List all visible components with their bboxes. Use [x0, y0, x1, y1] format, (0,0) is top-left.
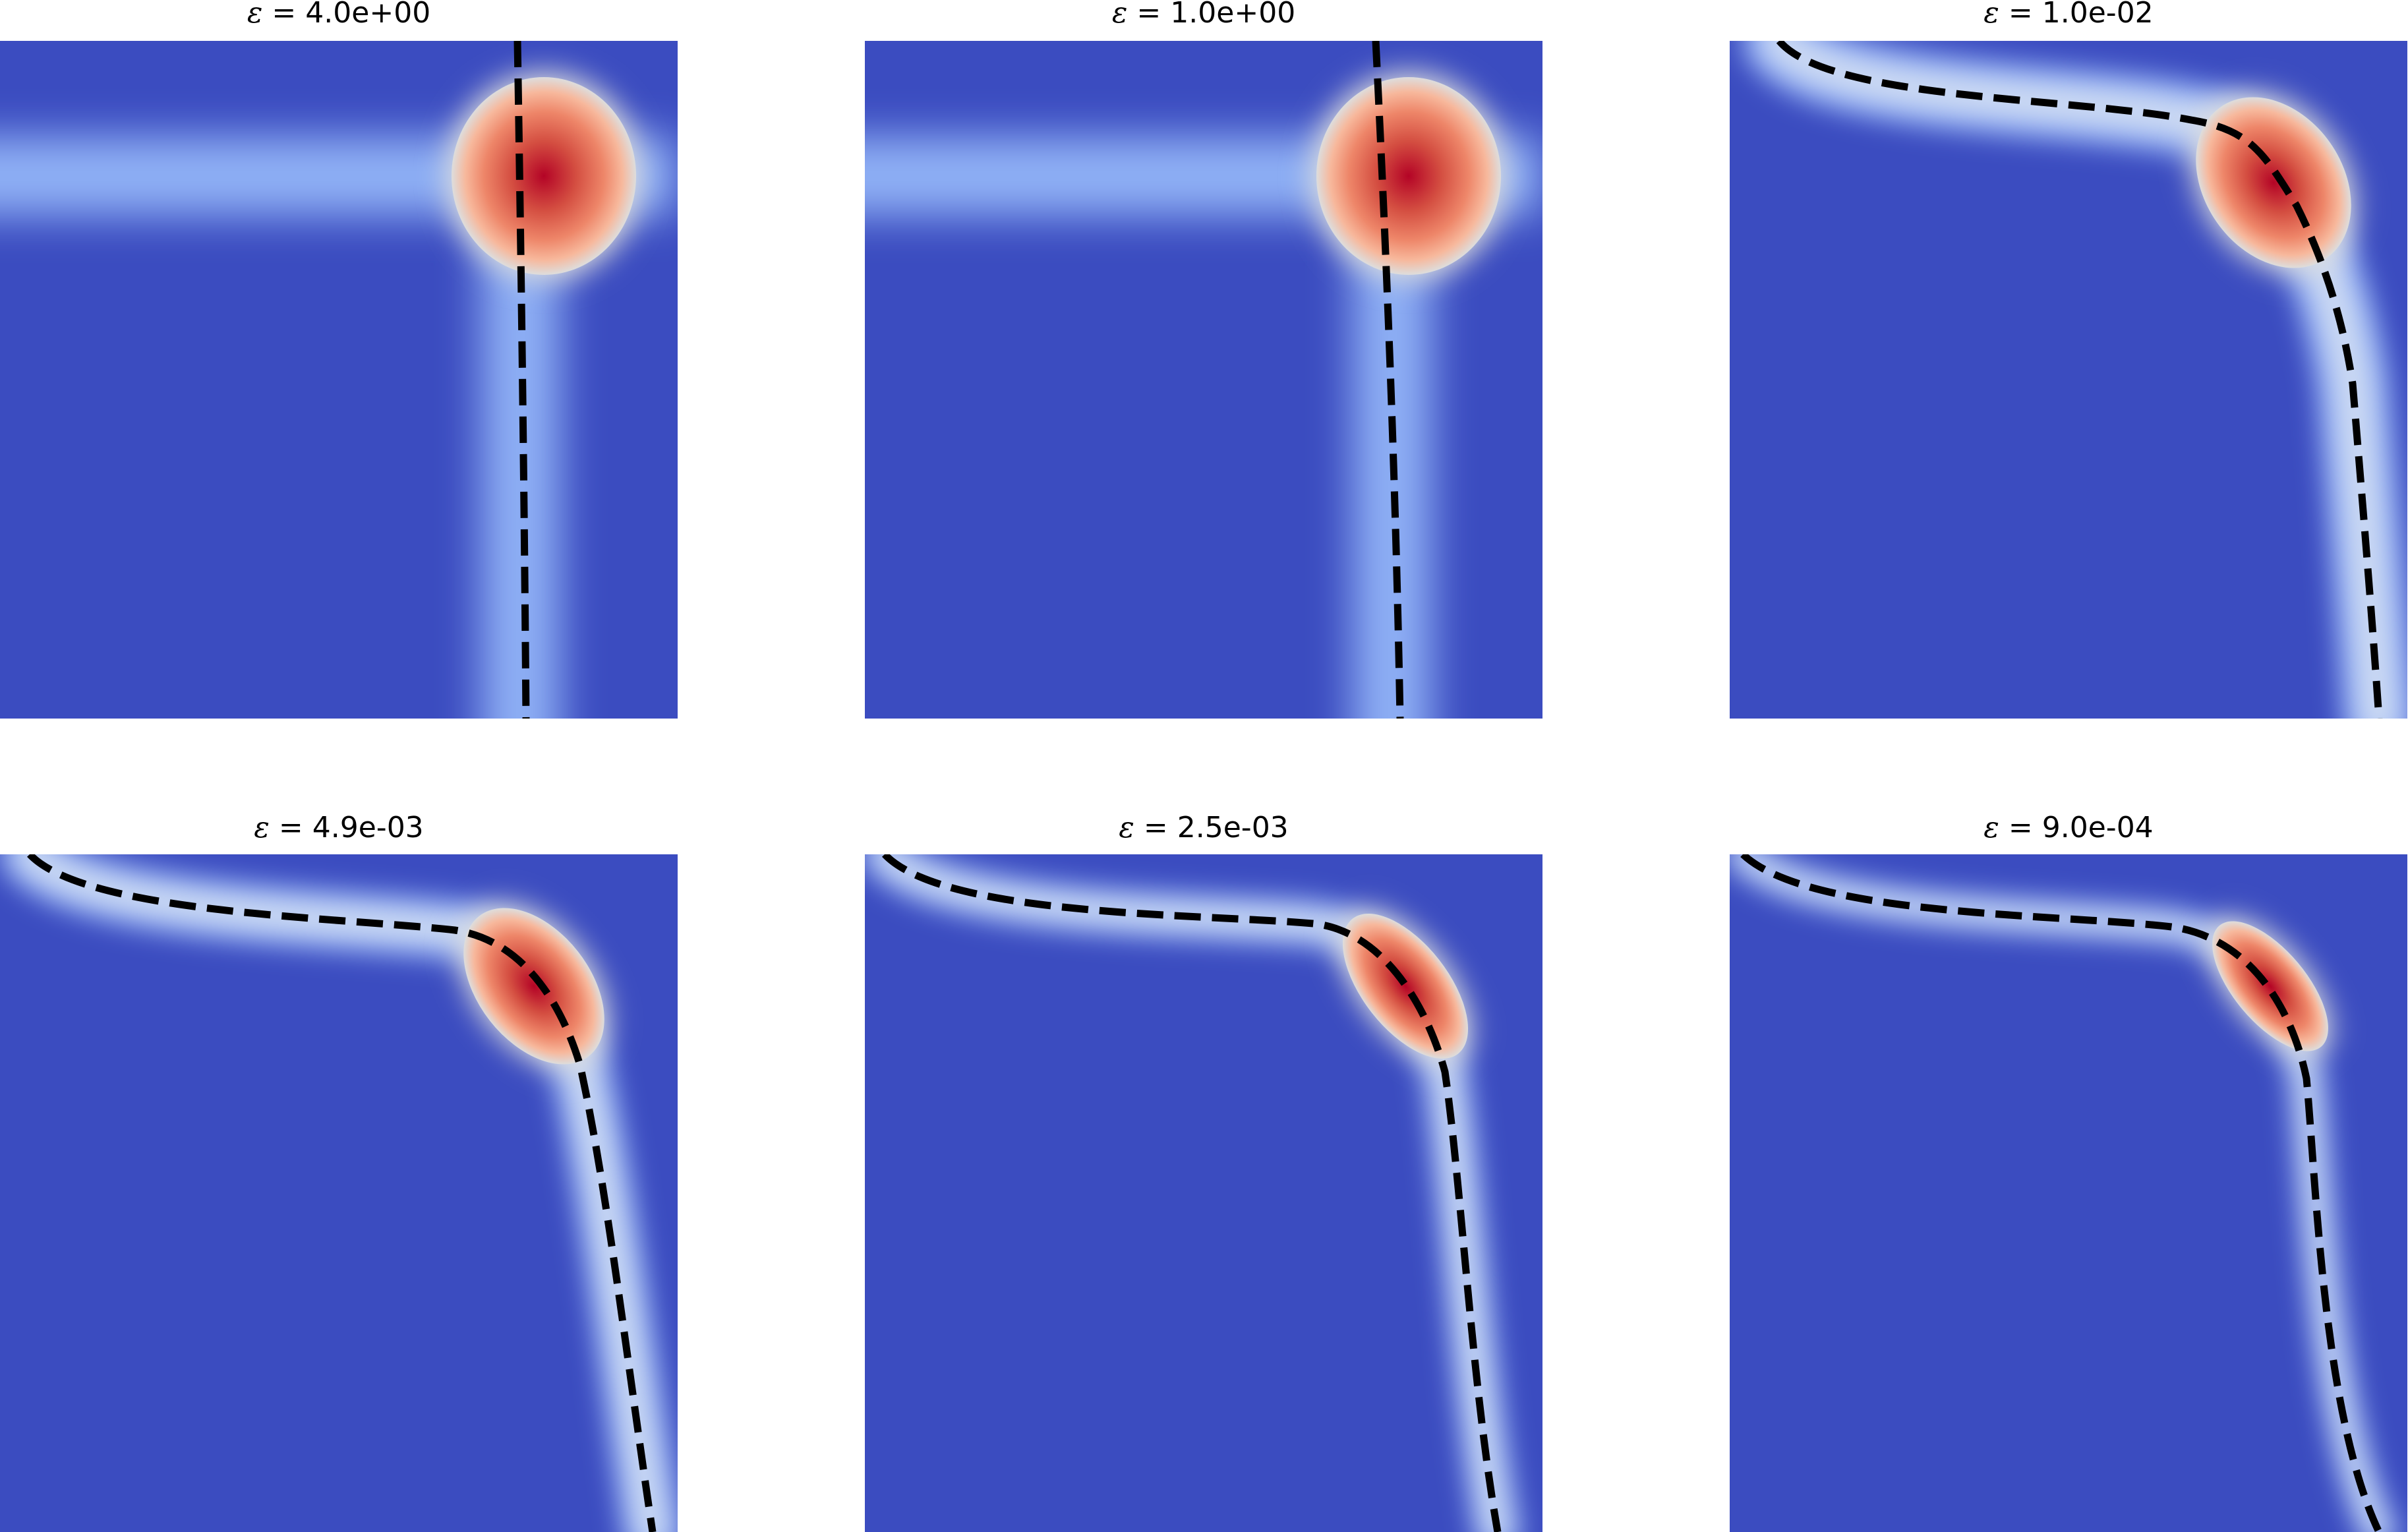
epsilon-symbol: ε =: [1983, 811, 2033, 844]
dashed-path-line: [514, 41, 530, 719]
heatmap-svg: [0, 854, 678, 1532]
epsilon-symbol: ε =: [247, 0, 297, 30]
epsilon-value: 4.0e+00: [305, 0, 431, 30]
density-peak: [463, 908, 604, 1065]
epsilon-symbol: ε =: [1119, 811, 1168, 844]
epsilon-value: 9.0e-04: [2041, 811, 2154, 844]
dashed-path-line: [1740, 854, 2382, 1532]
heatmap-panel-3: [1730, 41, 2407, 719]
density-peak: [1316, 77, 1501, 275]
epsilon-value: 2.5e-03: [1177, 811, 1289, 844]
epsilon-value: 1.0e-02: [2041, 0, 2154, 30]
panel-title-1: ε = 4.0e+00: [0, 0, 678, 30]
heatmap-panel-6: [1730, 854, 2407, 1532]
dashed-path-line: [1776, 41, 2383, 719]
heatmap-svg: [865, 41, 1542, 719]
heatmap-panel-1: [0, 41, 678, 719]
heatmap-svg: [1730, 854, 2407, 1532]
density-peak: [2196, 97, 2351, 268]
panel-title-6: ε = 9.0e-04: [1730, 811, 2407, 845]
density-peak: [452, 77, 636, 275]
dashed-path-line: [27, 854, 657, 1532]
heatmap-svg: [865, 854, 1542, 1532]
dashed-path-line: [882, 854, 1502, 1532]
panel-title-3: ε = 1.0e-02: [1730, 0, 2407, 30]
heatmap-svg: [0, 41, 678, 719]
panel-title-2: ε = 1.0e+00: [865, 0, 1542, 30]
epsilon-symbol: ε =: [1111, 0, 1161, 30]
panel-title-4: ε = 4.9e-03: [0, 811, 678, 845]
heatmap-panel-2: [865, 41, 1542, 719]
heatmap-svg: [1730, 41, 2407, 719]
epsilon-symbol: ε =: [1983, 0, 2033, 30]
epsilon-value: 4.9e-03: [312, 811, 424, 844]
heatmap-panel-5: [865, 854, 1542, 1532]
panel-title-5: ε = 2.5e-03: [865, 811, 1542, 845]
epsilon-value: 1.0e+00: [1170, 0, 1296, 30]
epsilon-symbol: ε =: [254, 811, 303, 844]
dashed-path-line: [1372, 41, 1404, 719]
heatmap-panel-4: [0, 854, 678, 1532]
